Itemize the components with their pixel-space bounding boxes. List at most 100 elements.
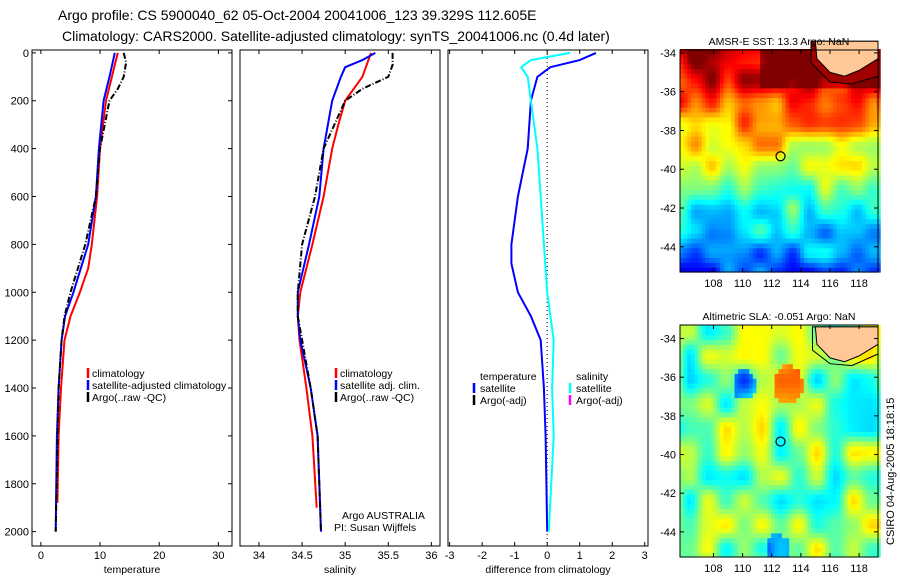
heatmap-cell	[745, 542, 750, 548]
heatmap-cell	[716, 179, 721, 186]
heatmap-cell	[814, 78, 819, 84]
heatmap-cell	[858, 175, 863, 181]
heatmap-cell	[698, 494, 703, 500]
heatmap-cell	[796, 528, 801, 534]
heatmap-cell	[829, 387, 834, 394]
heatmap-cell	[781, 179, 787, 186]
heatmap-cell	[709, 53, 714, 60]
heatmap-cell	[701, 136, 706, 142]
heatmap-cell	[778, 49, 783, 55]
heatmap-cell	[803, 209, 808, 215]
heatmap-cell	[771, 209, 776, 215]
heatmap-cell	[709, 78, 714, 84]
heatmap-cell	[741, 334, 747, 341]
heatmap-cell	[694, 368, 699, 374]
heatmap-cell	[756, 373, 761, 379]
heatmap-cell	[734, 494, 739, 500]
heatmap-cell	[851, 378, 856, 384]
heatmap-cell	[752, 354, 757, 360]
heatmap-cell	[829, 228, 834, 234]
heatmap-cell	[829, 267, 834, 273]
heatmap-cell	[796, 325, 801, 331]
heatmap-cell	[796, 92, 801, 99]
heatmap-cell	[872, 218, 878, 225]
heatmap-cell	[825, 552, 830, 558]
heatmap-cell	[792, 465, 797, 471]
heatmap-cell	[727, 412, 732, 418]
heatmap-cell	[825, 474, 830, 481]
heatmap-cell	[796, 547, 801, 553]
heatmap-cell	[778, 131, 783, 137]
heatmap-cell	[716, 141, 721, 147]
heatmap-cell	[752, 412, 757, 418]
heatmap-cell	[705, 397, 710, 403]
heatmap-cell	[829, 175, 834, 181]
heatmap-cell	[694, 494, 699, 500]
heatmap-cell	[731, 460, 736, 466]
heatmap-cell	[869, 199, 874, 205]
heatmap-cell	[851, 455, 856, 461]
heatmap-cell	[811, 170, 816, 176]
heatmap-cell	[741, 383, 747, 389]
heatmap-cell	[749, 339, 754, 345]
heatmap-cell	[745, 252, 750, 258]
heatmap-cell	[832, 267, 838, 273]
heatmap-cell	[789, 489, 794, 495]
heatmap-cell	[789, 523, 794, 529]
heatmap-cell	[840, 194, 845, 200]
heatmap-cell	[814, 131, 819, 137]
y-tick-label: 200	[11, 96, 29, 108]
heatmap-cell	[738, 503, 743, 510]
heatmap-cell	[843, 189, 848, 195]
heatmap-cell	[781, 78, 787, 84]
heatmap-cell	[847, 537, 852, 544]
heatmap-cell	[818, 218, 823, 225]
heatmap-cell	[876, 242, 881, 249]
heatmap-cell	[705, 189, 710, 195]
heatmap-cell	[843, 121, 848, 128]
heatmap-cell	[807, 402, 812, 408]
heatmap-cell	[680, 170, 685, 176]
heatmap-cell	[814, 218, 819, 225]
heatmap-cell	[796, 513, 801, 519]
heatmap-cell	[789, 470, 794, 476]
heatmap-cell	[847, 479, 852, 486]
heatmap-cell	[836, 407, 841, 413]
heatmap-cell	[727, 339, 732, 345]
heatmap-cell	[734, 102, 739, 108]
heatmap-cell	[680, 83, 685, 89]
heatmap-cell	[701, 450, 706, 457]
heatmap-cell	[825, 470, 830, 476]
heatmap-cell	[854, 189, 859, 195]
heatmap-cell	[687, 450, 692, 457]
heatmap-cell	[840, 552, 845, 558]
heatmap-cell	[811, 397, 816, 403]
heatmap-cell	[727, 63, 732, 69]
heatmap-cell	[792, 194, 797, 200]
heatmap-cell	[774, 450, 779, 457]
heatmap-cell	[818, 489, 823, 495]
heatmap-cell	[869, 112, 874, 118]
heatmap-cell	[811, 412, 816, 418]
heatmap-cell	[781, 53, 787, 60]
heatmap-cell	[836, 474, 841, 481]
heatmap-cell	[727, 213, 732, 220]
heatmap-cell	[807, 257, 812, 263]
heatmap-cell	[720, 339, 725, 345]
heatmap-cell	[869, 92, 874, 99]
heatmap-cell	[774, 170, 779, 176]
heatmap-cell	[694, 68, 699, 74]
heatmap-cell	[756, 474, 761, 481]
heatmap-cell	[727, 184, 732, 191]
heatmap-cell	[734, 378, 739, 384]
heatmap-cell	[825, 87, 830, 94]
heatmap-cell	[727, 431, 732, 437]
heatmap-cell	[829, 470, 834, 476]
heatmap-cell	[800, 489, 805, 495]
heatmap-cell	[716, 63, 721, 69]
heatmap-cell	[687, 373, 692, 379]
x-axis-label: difference from climatology	[485, 564, 611, 576]
x-tick-label: 2	[609, 550, 615, 562]
heatmap-cell	[811, 387, 816, 394]
heatmap-cell	[876, 78, 881, 84]
